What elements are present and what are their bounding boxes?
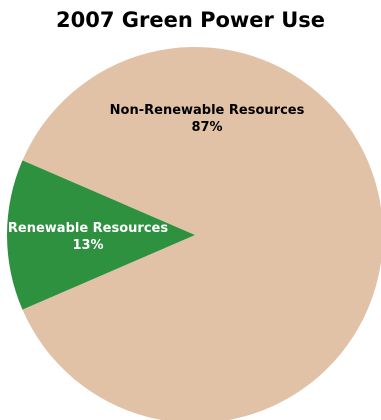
pie-slice-non-renewable-resources bbox=[22, 47, 381, 420]
chart-title: 2007 Green Power Use bbox=[55, 8, 326, 32]
slice-value-renewable-resources: 13% bbox=[72, 238, 103, 253]
pie-slice-renewable-resources bbox=[6, 160, 195, 310]
slice-label-renewable-resources: Renewable Resources bbox=[8, 221, 168, 236]
slice-value-non-renewable-resources: 87% bbox=[191, 120, 222, 135]
slice-label-non-renewable-resources: Non-Renewable Resources bbox=[110, 103, 305, 118]
